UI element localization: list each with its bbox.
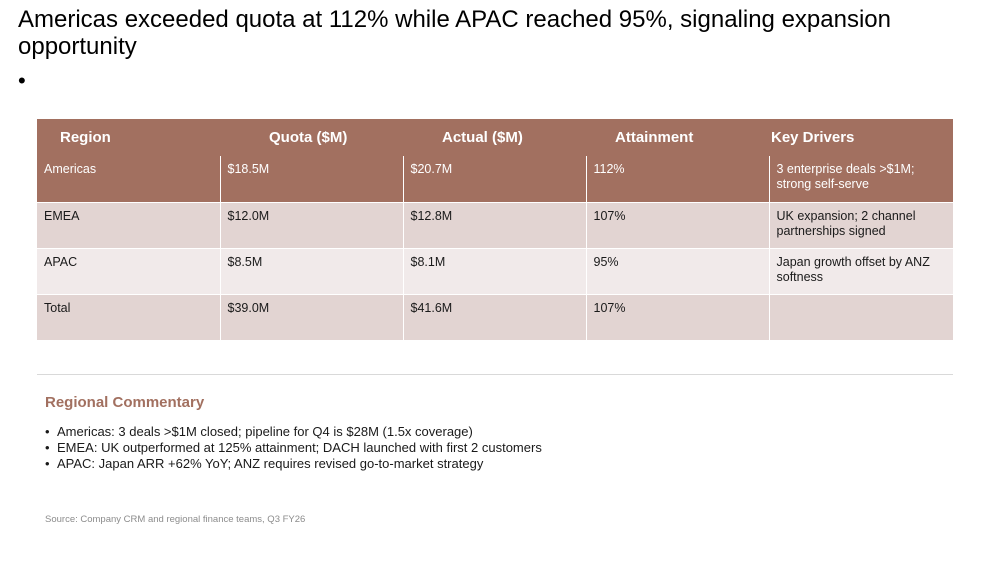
source-note: Source: Company CRM and regional finance… <box>45 514 306 525</box>
table-row-apac: APAC $8.5M $8.1M 95% Japan growth offset… <box>37 248 953 295</box>
section-divider <box>37 374 953 375</box>
table-cell: $12.8M <box>403 202 587 249</box>
table-cell: Total <box>37 294 221 341</box>
table-cell: UK expansion; 2 channel partnerships sig… <box>769 202 953 249</box>
table-cell: 112% <box>586 156 770 203</box>
header-actual: Actual ($M) <box>403 119 586 156</box>
table-cell: 107% <box>586 202 770 249</box>
table-cell: $12.0M <box>220 202 404 249</box>
table-cell: $39.0M <box>220 294 404 341</box>
slide-title: Americas exceeded quota at 112% while AP… <box>18 6 891 60</box>
commentary-list: Americas: 3 deals >$1M closed; pipeline … <box>45 424 542 472</box>
table-row-emea: EMEA $12.0M $12.8M 107% UK expansion; 2 … <box>37 202 953 249</box>
table-cell: $8.1M <box>403 248 587 295</box>
table-cell: EMEA <box>37 202 221 249</box>
commentary-heading: Regional Commentary <box>45 394 205 411</box>
list-item: Americas: 3 deals >$1M closed; pipeline … <box>45 424 542 440</box>
regional-quota-table: Region Quota ($M) Actual ($M) Attainment… <box>37 119 953 341</box>
table-cell: APAC <box>37 248 221 295</box>
table-row-americas: Americas $18.5M $20.7M 112% 3 enterprise… <box>37 156 953 203</box>
list-item: EMEA: UK outperformed at 125% attainment… <box>45 440 542 456</box>
header-attainment: Attainment <box>586 119 769 156</box>
table-cell: $41.6M <box>403 294 587 341</box>
table-cell <box>769 294 953 341</box>
header-quota: Quota ($M) <box>220 119 403 156</box>
table-header-row: Region Quota ($M) Actual ($M) Attainment… <box>37 119 953 156</box>
table-cell: $8.5M <box>220 248 404 295</box>
table-cell: Japan growth offset by ANZ softness <box>769 248 953 295</box>
title-bullet: • <box>18 68 26 93</box>
list-item: APAC: Japan ARR +62% YoY; ANZ requires r… <box>45 456 542 472</box>
table-cell: 3 enterprise deals >$1M; strong self-ser… <box>769 156 953 203</box>
table-cell: 107% <box>586 294 770 341</box>
header-key-drivers: Key Drivers <box>769 119 953 156</box>
table-cell: $20.7M <box>403 156 587 203</box>
table-cell: Americas <box>37 156 221 203</box>
table-cell: $18.5M <box>220 156 404 203</box>
table-row-total: Total $39.0M $41.6M 107% <box>37 294 953 341</box>
header-region: Region <box>37 119 220 156</box>
table-cell: 95% <box>586 248 770 295</box>
